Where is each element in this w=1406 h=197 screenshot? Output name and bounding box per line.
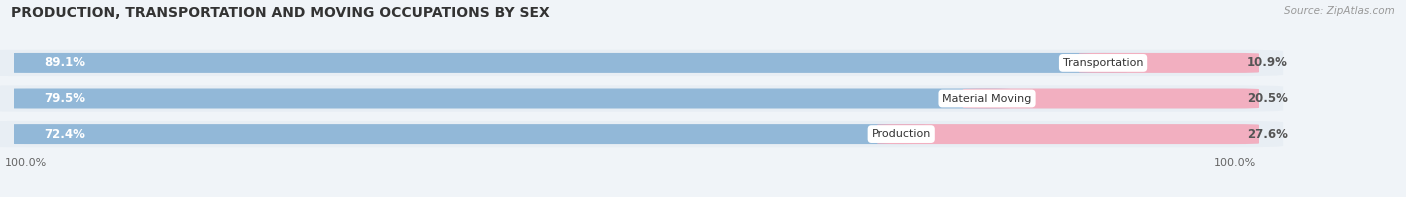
- FancyBboxPatch shape: [1, 124, 925, 144]
- FancyBboxPatch shape: [963, 88, 1258, 109]
- Text: 20.5%: 20.5%: [1247, 92, 1288, 105]
- Text: 89.1%: 89.1%: [44, 56, 86, 69]
- Text: Transportation: Transportation: [1063, 58, 1143, 68]
- Text: PRODUCTION, TRANSPORTATION AND MOVING OCCUPATIONS BY SEX: PRODUCTION, TRANSPORTATION AND MOVING OC…: [11, 6, 550, 20]
- FancyBboxPatch shape: [0, 85, 1284, 112]
- FancyBboxPatch shape: [0, 50, 1284, 76]
- Text: Source: ZipAtlas.com: Source: ZipAtlas.com: [1284, 6, 1395, 16]
- FancyBboxPatch shape: [0, 121, 1284, 147]
- Text: Production: Production: [872, 129, 931, 139]
- Text: Material Moving: Material Moving: [942, 94, 1032, 103]
- FancyBboxPatch shape: [1, 124, 1258, 144]
- FancyBboxPatch shape: [1, 88, 1011, 109]
- Text: 10.9%: 10.9%: [1247, 56, 1288, 69]
- FancyBboxPatch shape: [877, 124, 1258, 144]
- Legend: Male, Female: Male, Female: [575, 194, 693, 197]
- FancyBboxPatch shape: [1, 53, 1258, 73]
- FancyBboxPatch shape: [1, 88, 1258, 109]
- FancyBboxPatch shape: [1078, 53, 1258, 73]
- Text: 27.6%: 27.6%: [1247, 128, 1288, 141]
- Text: 72.4%: 72.4%: [44, 128, 86, 141]
- Text: 79.5%: 79.5%: [44, 92, 86, 105]
- FancyBboxPatch shape: [1, 53, 1128, 73]
